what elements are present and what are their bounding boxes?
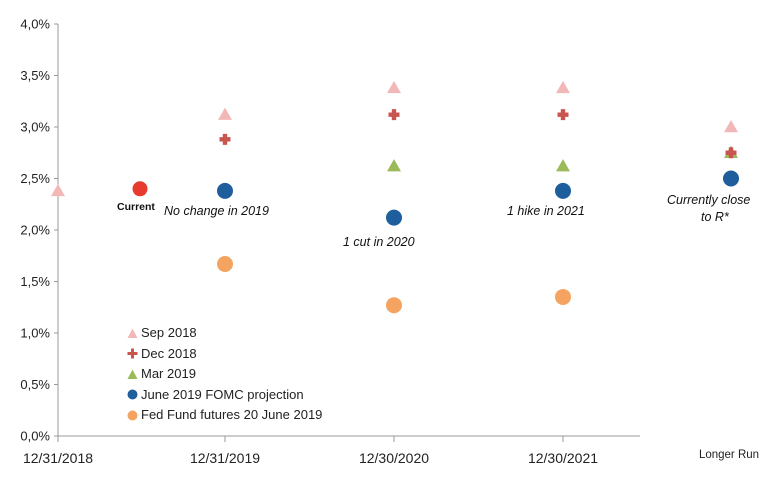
legend-marker-dec-2018: [127, 348, 138, 359]
legend-item: Sep 2018: [126, 323, 322, 344]
x-axis: 12/31/2018 12/31/2019 12/30/2020 12/30/2021…: [23, 435, 759, 466]
x-tick-label: 12/31/2019: [190, 450, 260, 466]
data-point: [555, 182, 571, 199]
data-point: [555, 288, 571, 305]
series-sep-2018: [51, 80, 738, 197]
legend-item: June 2019 FOMC projection: [126, 385, 322, 406]
y-tick-label: 0,5%: [20, 377, 50, 392]
data-point: [219, 133, 231, 145]
series-fed-fund-futures-20-june-2019: [217, 255, 571, 314]
legend-label: Mar 2019: [141, 366, 196, 381]
data-point: [725, 147, 737, 159]
y-tick-label: 4,0%: [20, 17, 50, 32]
legend-label: Fed Fund futures 20 June 2019: [141, 407, 323, 422]
data-point: [388, 109, 400, 121]
y-tick-label: 1,5%: [20, 274, 50, 289]
annotation-to-r-star: to R*: [701, 210, 730, 224]
legend-marker-mar-2019: [127, 369, 138, 379]
data-point: [217, 255, 233, 272]
current-point: [132, 181, 148, 197]
legend-label: Sep 2018: [141, 325, 197, 340]
annotation-currently-close: Currently close: [667, 193, 750, 207]
triangle-marker-icon: [127, 369, 138, 379]
legend-item: Dec 2018: [126, 344, 322, 365]
y-axis: 0,0% 0,5% 1,0% 1,5% 2,0% 2,5% 3,0% 3,5% 4,0%: [20, 17, 59, 444]
legend: Sep 2018 Dec 2018 Mar 2019 June 2019 FOM…: [126, 323, 322, 426]
data-point: [386, 297, 402, 314]
annotation-hike-2021: 1 hike in 2021: [507, 204, 585, 218]
x-tick-label: Longer Run: [699, 449, 759, 461]
data-point: [387, 80, 401, 94]
series-june-2019-fomc-projection: [217, 170, 739, 226]
y-tick-label: 1,0%: [20, 326, 50, 341]
chart-annotations: Current No change in 2019 1 cut in 2020 …: [117, 193, 750, 249]
x-tick-label: 12/30/2021: [528, 450, 598, 466]
annotation-cut-2020: 1 cut in 2020: [343, 235, 415, 249]
chart-marks: [51, 80, 739, 314]
data-point: [217, 182, 233, 199]
data-point: [724, 120, 738, 133]
legend-marker-june-2019: [127, 389, 138, 400]
y-tick-label: 3,0%: [20, 120, 50, 135]
data-point: [723, 170, 739, 187]
data-point: [51, 183, 65, 197]
cross-marker-icon: [127, 348, 138, 359]
y-tick-label: 0,0%: [20, 429, 50, 444]
y-tick-label: 3,5%: [20, 68, 50, 83]
x-tick-label: 12/30/2020: [359, 450, 429, 466]
legend-marker-fed-futures: [127, 410, 138, 421]
current-label: Current: [117, 201, 155, 213]
legend-label: June 2019 FOMC projection: [141, 386, 304, 402]
triangle-marker-icon: [127, 328, 138, 338]
series-mar-2019: [387, 145, 738, 172]
data-point: [557, 109, 569, 121]
legend-label: Dec 2018: [141, 345, 197, 361]
circle-marker-icon: [127, 389, 138, 400]
legend-item: Mar 2019: [126, 364, 322, 385]
data-point: [387, 159, 401, 172]
circle-marker-icon: [127, 410, 138, 421]
y-tick-label: 2,0%: [20, 223, 50, 238]
annotation-no-change-2019: No change in 2019: [164, 204, 269, 218]
legend-marker-sep-2018: [127, 328, 138, 338]
legend-item: Fed Fund futures 20 June 2019: [126, 405, 322, 426]
data-point: [386, 209, 402, 226]
x-tick-label: 12/31/2018: [23, 450, 93, 466]
data-point: [218, 107, 232, 120]
y-tick-label: 2,5%: [20, 171, 50, 186]
series-dec-2018: [219, 109, 737, 159]
data-point: [556, 80, 570, 94]
data-point: [556, 159, 570, 172]
